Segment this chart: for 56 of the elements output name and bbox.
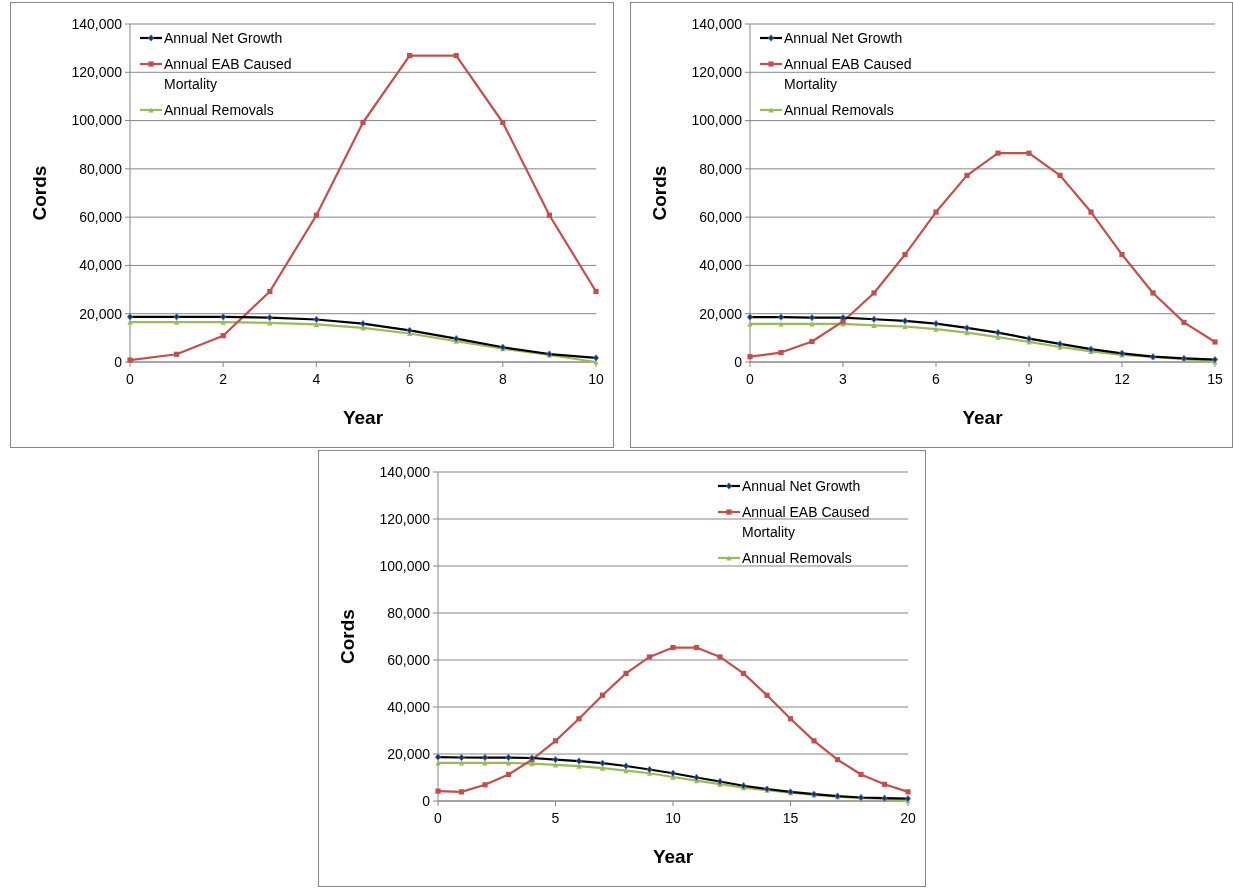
x-axis-title: Year (962, 407, 1004, 428)
y-tick-label: 120,000 (379, 510, 431, 527)
y-tick-label: 20,000 (699, 305, 743, 322)
y-axis-title: Cords (337, 609, 358, 664)
x-tick-label: 5 (551, 810, 560, 826)
x-tick-label: 10 (588, 371, 604, 387)
x-tick-label: 10 (665, 810, 681, 826)
y-axis-title: Cords (29, 165, 50, 221)
x-tick-label: 6 (932, 371, 941, 387)
x-tick-label: 0 (126, 371, 135, 387)
y-tick-label: 100,000 (71, 112, 123, 129)
x-axis-title: Year (652, 846, 694, 867)
x-tick-label: 20 (900, 810, 916, 826)
y-tick-label: 80,000 (699, 160, 743, 177)
legend-label: Annual Removals (164, 101, 274, 118)
y-axis-title: Cords (649, 165, 670, 221)
x-tick-label: 2 (219, 371, 228, 387)
y-tick-label: 80,000 (79, 160, 123, 177)
legend-label: Annual EAB Caused Mortality (164, 55, 292, 92)
x-tick-label: 6 (405, 371, 414, 387)
y-tick-label: 140,000 (71, 15, 123, 32)
legend-label: Annual Net Growth (784, 29, 903, 46)
y-tick-label: 120,000 (691, 64, 743, 81)
y-tick-label: 120,000 (71, 64, 123, 81)
x-tick-label: 0 (434, 810, 443, 826)
y-tick-label: 60,000 (79, 209, 123, 226)
y-tick-label: 40,000 (79, 257, 123, 274)
x-tick-label: 12 (1114, 371, 1130, 387)
y-tick-label: 40,000 (699, 257, 743, 274)
x-tick-label: 15 (1207, 371, 1223, 387)
x-tick-label: 8 (498, 371, 507, 387)
y-tick-label: 80,000 (387, 604, 431, 621)
y-tick-label: 140,000 (379, 463, 431, 480)
y-tick-label: 100,000 (691, 112, 743, 129)
legend-label: Annual Removals (742, 549, 852, 566)
x-tick-label: 4 (312, 371, 321, 387)
legend-label: Annual Removals (784, 101, 894, 118)
y-tick-label: 100,000 (379, 557, 431, 574)
y-tick-label: 40,000 (387, 698, 431, 715)
y-tick-label: 20,000 (79, 305, 123, 322)
x-tick-label: 0 (746, 371, 755, 387)
legend-label: Annual EAB Caused Mortality (784, 55, 912, 92)
y-tick-label: 0 (422, 792, 431, 809)
legend-label: Annual Net Growth (164, 29, 283, 46)
legend-label: Annual EAB Caused Mortality (742, 503, 870, 540)
y-tick-label: 60,000 (387, 651, 431, 668)
x-axis-title: Year (342, 407, 384, 428)
y-tick-label: 0 (734, 353, 743, 370)
legend-label: Annual Net Growth (742, 477, 861, 494)
x-tick-label: 9 (1025, 371, 1034, 387)
x-tick-label: 15 (782, 810, 799, 826)
y-tick-label: 60,000 (699, 209, 743, 226)
x-tick-label: 3 (839, 371, 848, 387)
y-tick-label: 140,000 (691, 15, 743, 32)
y-tick-label: 20,000 (387, 745, 431, 762)
y-tick-label: 0 (114, 353, 123, 370)
